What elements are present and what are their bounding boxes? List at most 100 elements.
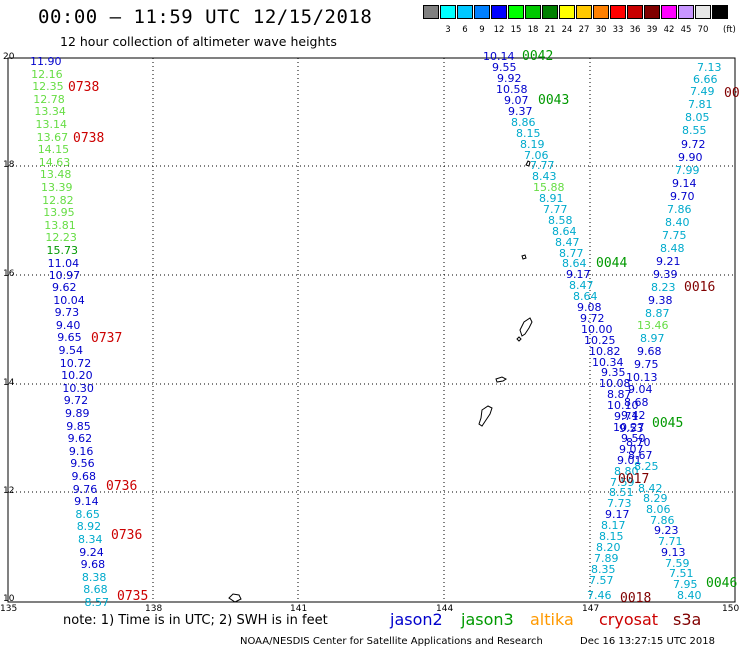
wave-height-value: 9.72 [63,394,89,408]
wave-height-value: 9.24 [79,545,104,559]
wave-height-value: 10.97 [48,269,81,283]
wave-height-value: 8.40 [665,216,690,229]
wave-height-value: 8.92 [76,520,102,534]
wave-height-value: 8.25 [634,460,659,473]
wave-height-value: 7.77 [530,159,555,172]
satellite-legend-jason2: jason2 [390,610,443,629]
color-swatch [457,5,473,19]
wave-height-value: 9.40 [55,318,81,332]
color-scale-label: 30 [595,25,607,35]
wave-height-value: 10.58 [496,83,528,96]
wave-height-value: 13.46 [637,319,669,332]
wave-height-value: 9.92 [497,72,522,85]
wave-height-value: 7.59 [610,476,635,489]
wave-height-value: 9.72 [580,312,605,325]
color-swatch [661,5,677,19]
satellite-legend-jason3: jason3 [461,610,514,629]
wave-height-value: 9.21 [656,255,681,268]
wave-height-value: 13.95 [43,206,75,220]
wave-height-value: 12.82 [42,193,74,207]
wave-height-value: 13.14 [35,118,68,131]
wave-height-value: 7.86 [650,514,675,527]
longitude-label: 141 [290,604,308,614]
island-south [228,593,242,603]
color-scale-label: 39 [646,25,658,35]
wave-height-value: 7.13 [697,61,722,74]
wave-height-value: 15.88 [533,181,565,194]
wave-height-value: 8.48 [660,242,685,255]
wave-height-value: 8.64 [552,225,577,238]
wave-height-value: 11.04 [47,256,80,270]
pass-time-label: 0042 [522,49,554,64]
pass-time-label: 0018 [620,591,652,606]
wave-height-value: 8.68 [83,583,108,597]
wave-height-value: 9.56 [70,457,95,471]
wave-height-value: 15.73 [46,244,79,257]
latitude-label: 16 [3,269,15,279]
wave-height-value: 9.62 [67,432,93,446]
color-scale-label: 42 [663,25,675,35]
wave-height-value: 8.43 [532,170,557,183]
wave-height-value: 8.65 [75,507,100,521]
wave-height-value: 10.25 [584,334,616,347]
color-swatch [474,5,490,19]
wave-height-value: 12.23 [45,231,77,245]
wave-height-value: 8.05 [685,111,710,124]
wave-height-value: 9.08 [577,301,602,314]
wave-height-value: 10.04 [53,293,85,307]
color-scale-unit: (ft) [723,25,736,35]
wave-height-value: 8.34 [78,533,103,546]
wave-height-value: 8.80 [614,465,639,478]
wave-height-value: 8.87 [607,388,632,401]
wave-height-value: 7.06 [524,149,549,162]
wave-height-value: 8.47 [569,279,594,292]
wave-height-value: 8.67 [628,449,653,462]
satellite-legend-altika: altika [530,610,574,629]
wave-height-value: 7.77 [543,203,568,216]
color-scale-label: 6 [462,25,468,35]
wave-height-value: 9.85 [66,419,91,433]
wave-height-value: 9.70 [670,190,695,203]
wave-height-value: 9.04 [628,383,653,396]
wave-height-value: 8.64 [573,290,598,303]
wave-height-value: 9.68 [637,345,662,358]
wave-height-value: 7.71 [658,535,683,548]
wave-height-value: 9.71 [614,410,639,423]
island-saipan [519,317,533,337]
color-scale-label: 3 [445,25,451,35]
wave-height-value: 9.90 [678,151,703,164]
color-scale-label: 70 [697,25,709,35]
pass-time-label: 0736 [111,528,143,543]
wave-height-value: 7.59 [665,557,690,570]
wave-height-value: 8.77 [559,247,584,260]
latitude-label: 10 [3,594,15,604]
pass-time-label: 0046 [706,576,738,591]
wave-height-value: 10.82 [589,345,621,358]
pass-time-label: 0737 [91,331,123,346]
color-swatch [559,5,575,19]
wave-height-value: 7.81 [688,98,713,111]
wave-height-value: 9.62 [52,281,77,294]
wave-height-value: 10.13 [626,371,658,384]
color-swatch [542,5,558,19]
wave-height-value: 9.89 [65,407,90,420]
wave-height-value: 14.15 [37,143,70,157]
wave-height-value: 7.49 [690,85,715,98]
longitude-label: 147 [582,604,600,614]
color-scale-label: 18 [527,25,539,35]
wave-height-value: 7.51 [669,567,694,580]
wave-height-value: 9.68 [71,470,97,483]
wave-height-value: 10.27 [613,421,645,434]
wave-height-value: 9.23 [654,524,679,537]
wave-height-value: 13.48 [39,168,72,182]
wave-height-value: 10.08 [599,377,631,390]
wave-height-value: 9.55 [492,61,517,74]
wave-height-value: 8.29 [643,492,668,505]
wave-height-value: 10.10 [607,399,639,412]
wave-height-value: 9.65 [57,331,82,345]
color-scale-label: 33 [612,25,624,35]
color-swatch [525,5,541,19]
color-scale-label: 36 [629,25,641,35]
wave-height-value: 14.63 [38,155,71,169]
latitude-label: 12 [3,486,15,496]
